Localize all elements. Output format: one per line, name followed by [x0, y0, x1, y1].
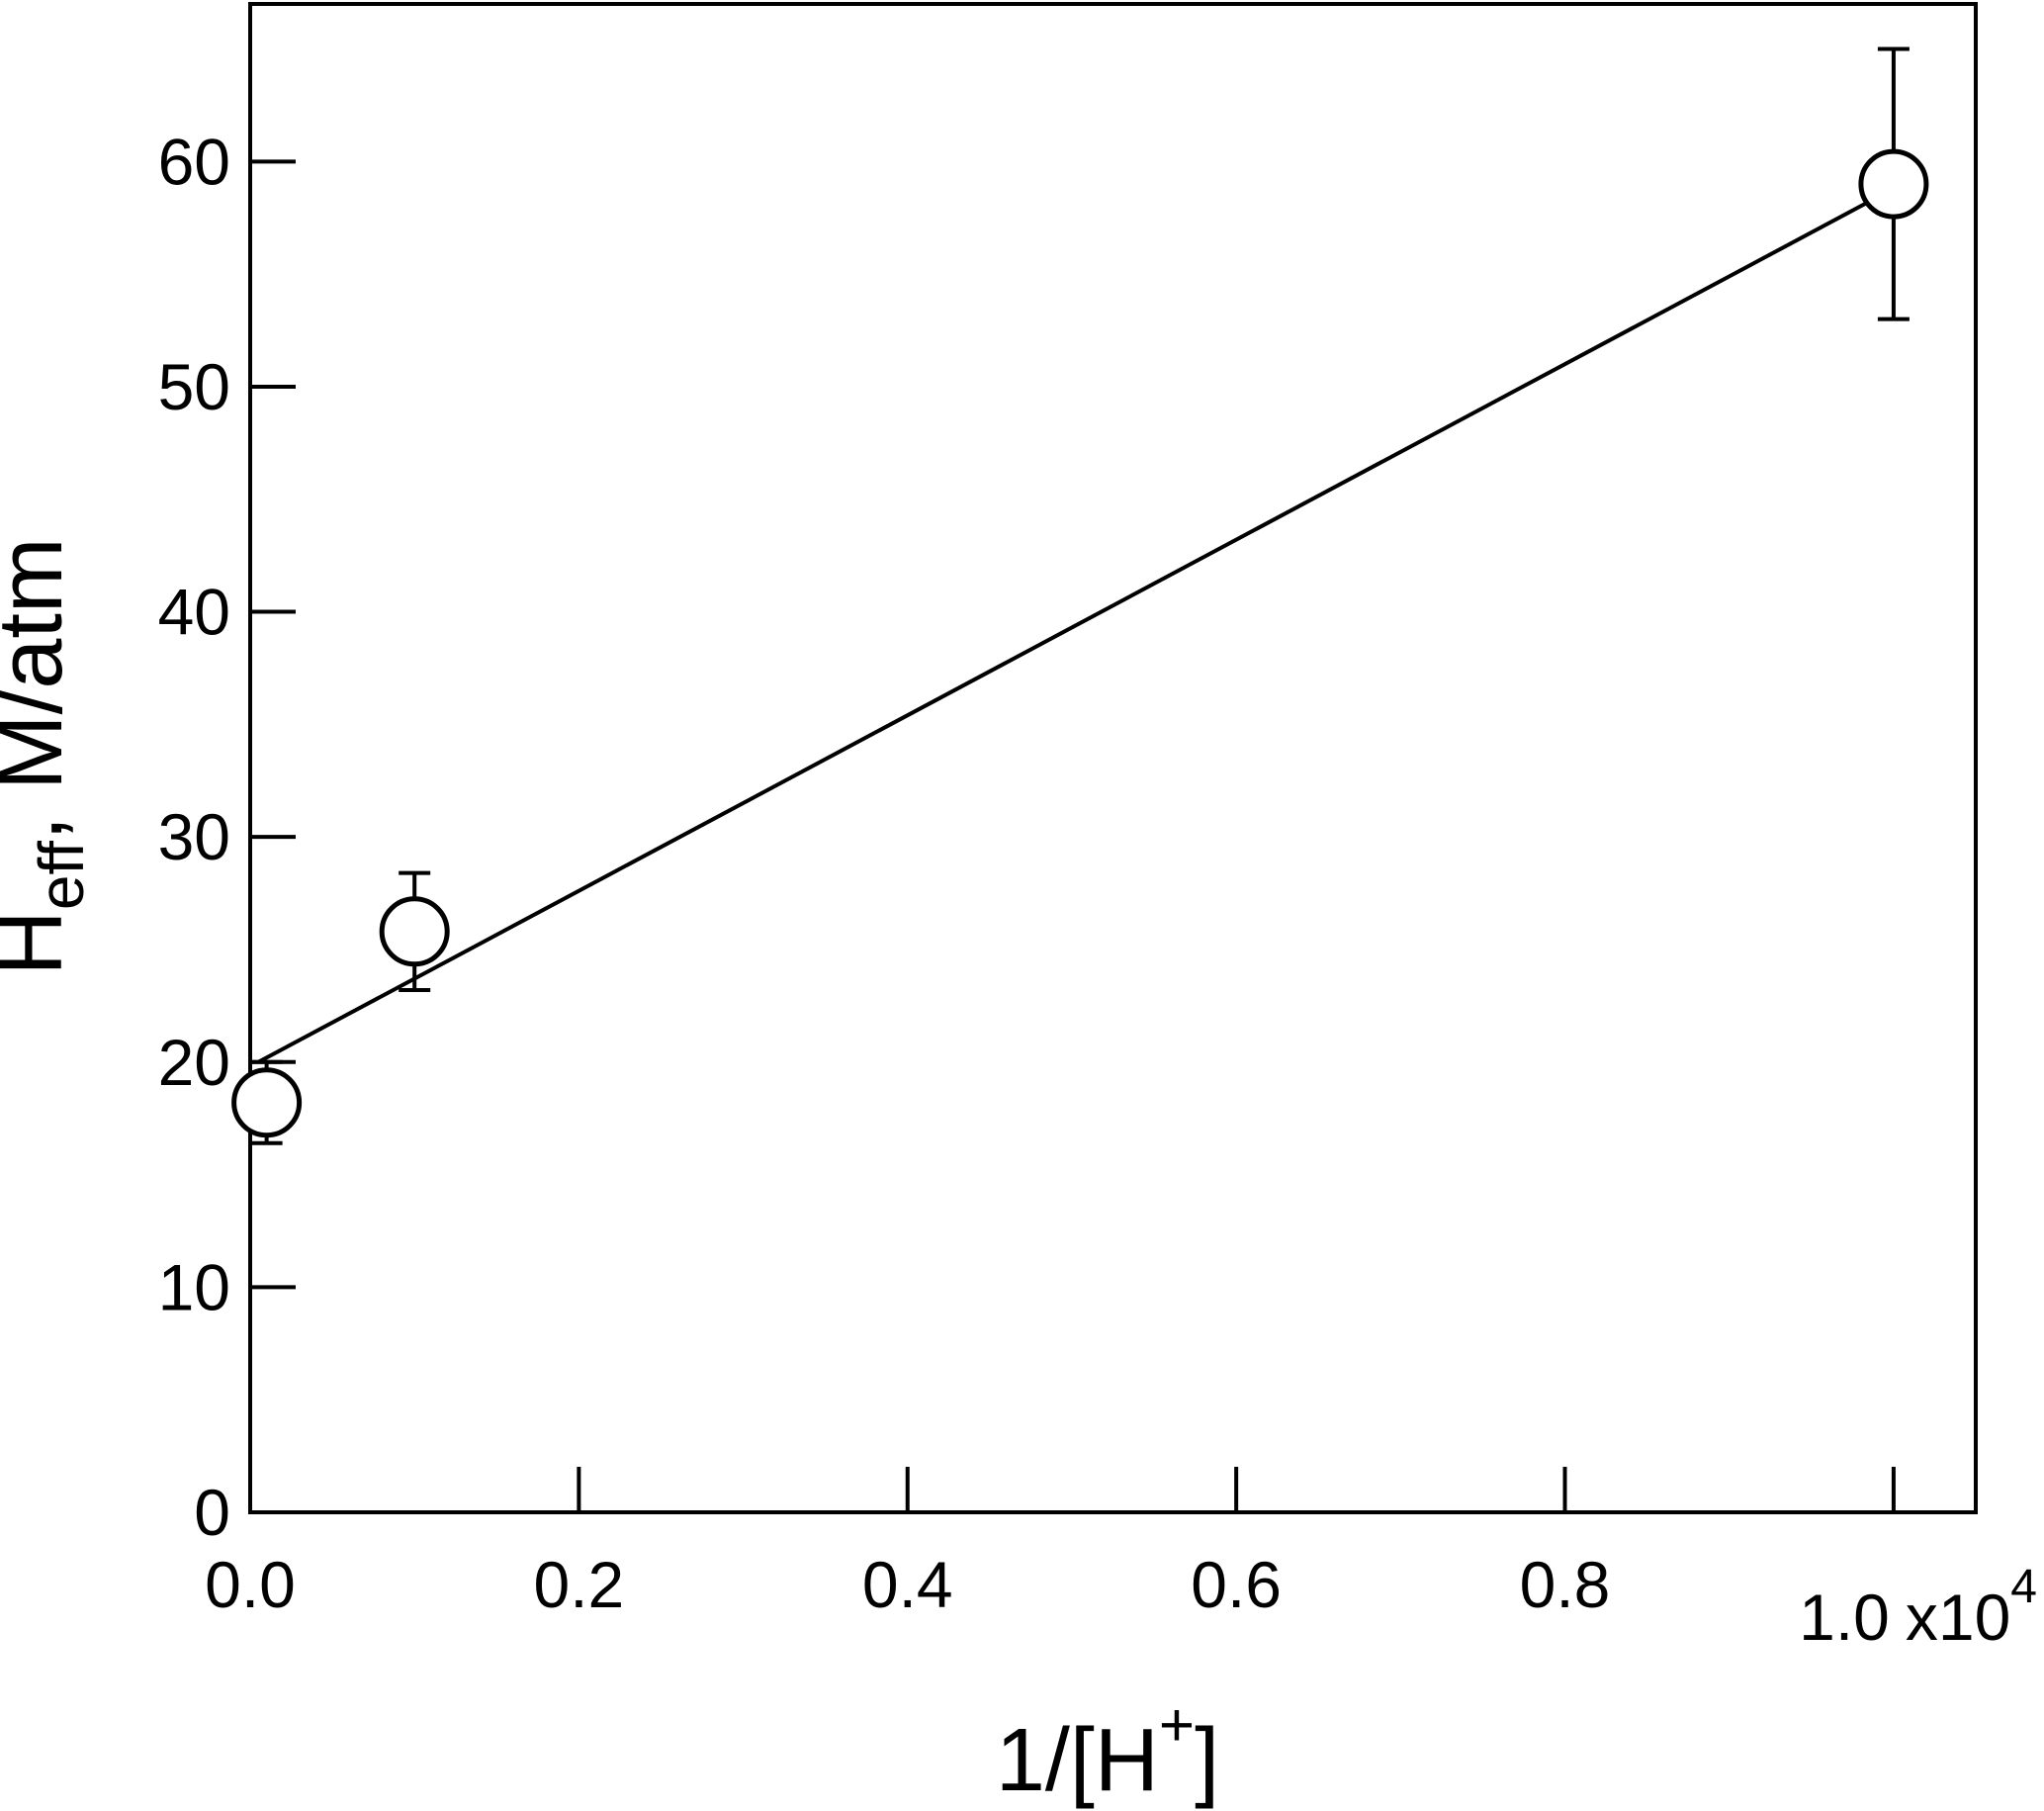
fit-line	[257, 186, 1895, 1064]
x-axis-label-main: 1/[H	[996, 1711, 1159, 1810]
y-tick-label: 20	[158, 1026, 230, 1099]
x-multiplier-exponent: 4	[2010, 1561, 2037, 1613]
x-tick-label-group: 1.0 x104	[1799, 1561, 2037, 1654]
x-axis-label: 1/[H+]	[996, 1691, 1219, 1810]
data-point	[231, 1067, 303, 1138]
x-tick-label: 0.2	[534, 1548, 625, 1621]
y-axis-label-rest: , M/atm	[0, 537, 81, 841]
y-tick-label: 30	[158, 800, 230, 873]
y-tick-label: 50	[158, 350, 230, 423]
y-tick-label: 40	[158, 576, 230, 649]
x-axis-label-end: ]	[1195, 1711, 1219, 1810]
data-point	[379, 896, 450, 967]
x-tick-label: 1.0	[1799, 1581, 1890, 1654]
plot-frame	[248, 2, 1978, 1514]
y-tick-label: 0	[194, 1476, 230, 1549]
x-tick-label: 0.6	[1191, 1548, 1282, 1621]
y-axis-label-main: H	[0, 910, 81, 975]
y-tick-label: 60	[158, 125, 230, 198]
y-axis-label: Heff, M/atm	[0, 537, 97, 975]
y-axis-label-sub: eff	[26, 841, 97, 910]
y-tick-label: 10	[158, 1250, 230, 1323]
x-axis-label-sup: +	[1159, 1691, 1195, 1760]
x-multiplier-base: x10	[1906, 1581, 2010, 1654]
x-tick-label: 0.0	[205, 1548, 296, 1621]
x-tick-label: 0.4	[862, 1548, 953, 1621]
x-tick-label: 0.8	[1520, 1548, 1611, 1621]
data-point	[1858, 148, 1929, 220]
